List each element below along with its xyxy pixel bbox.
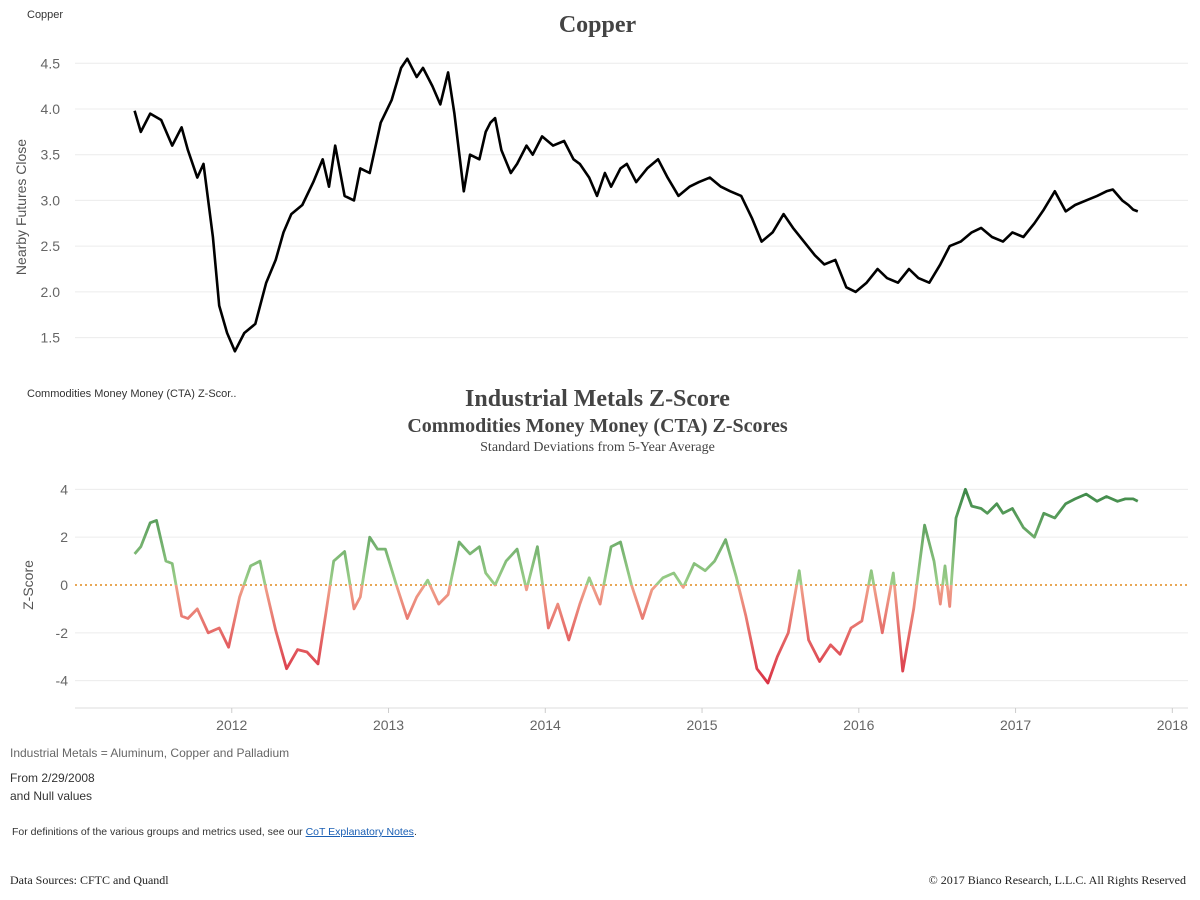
- definitions-text: For definitions of the various groups an…: [12, 826, 306, 838]
- footnote-null-values: and Null values: [10, 789, 93, 803]
- zscore-chart-subtitle2: Standard Deviations from 5-Year Average: [480, 440, 715, 455]
- footnote-industrial-metals: Industrial Metals = Aluminum, Copper and…: [10, 746, 290, 760]
- zscore-y-tick-label: 0: [60, 577, 68, 593]
- copper-chart-title: Copper: [558, 12, 637, 38]
- x-tick-label: 2017: [1000, 717, 1031, 733]
- zscore-line: [133, 487, 1139, 685]
- zscore-y-tick-label: -2: [56, 625, 69, 641]
- x-tick-label: 2015: [686, 717, 717, 733]
- copper-y-tick-label: 1.5: [41, 330, 61, 346]
- copper-y-tick-label: 2.0: [41, 284, 61, 300]
- zscore-y-axis-title: Z-Score: [20, 560, 36, 610]
- definitions-suffix: .: [413, 826, 417, 838]
- x-tick-label: 2012: [216, 717, 247, 733]
- copper-y-tick-label: 3.5: [41, 147, 61, 163]
- copyright: © 2017 Bianco Research, L.L.C. All Right…: [928, 873, 1186, 887]
- x-tick-label: 2014: [530, 717, 561, 733]
- zscore-y-tick-label: 4: [60, 481, 68, 497]
- zscore-y-tick-label: 2: [60, 529, 68, 545]
- copper-y-tick-label: 4.0: [41, 101, 61, 117]
- footnote-from-date: From 2/29/2008: [10, 771, 95, 785]
- copper-y-tick-label: 3.0: [41, 192, 61, 208]
- zscore-chart-title: Industrial Metals Z-Score: [465, 386, 730, 412]
- zscore-chart: -4 -2 0 2 4 2012 2013 2014 2015 2016 2017 2018 Z-S…: [20, 481, 1188, 733]
- copper-y-tick-label: 2.5: [41, 238, 61, 254]
- x-tick-label: 2018: [1157, 717, 1188, 733]
- copper-chart: 1.5 2.0 2.5 3.0 3.5 4.0 4.5 Nearby Futures Clo…: [13, 55, 1188, 353]
- sheet-label-zscore: Commodities Money Money (CTA) Z-Scor..: [27, 388, 237, 400]
- footnote-definitions: For definitions of the various groups an…: [12, 826, 417, 838]
- data-sources: Data Sources: CFTC and Quandl: [10, 873, 169, 887]
- zscore-y-tick-label: -4: [56, 673, 69, 689]
- sheet-label-copper: Copper: [27, 9, 64, 21]
- copper-y-tick-label: 4.5: [41, 55, 61, 71]
- copper-price-line: [133, 57, 1139, 353]
- x-tick-label: 2013: [373, 717, 404, 733]
- zscore-chart-subtitle: Commodities Money Money (CTA) Z-Scores: [407, 415, 788, 437]
- x-tick-label: 2016: [843, 717, 874, 733]
- copper-y-axis-title: Nearby Futures Close: [13, 139, 29, 275]
- cot-notes-link[interactable]: CoT Explanatory Notes: [305, 826, 414, 838]
